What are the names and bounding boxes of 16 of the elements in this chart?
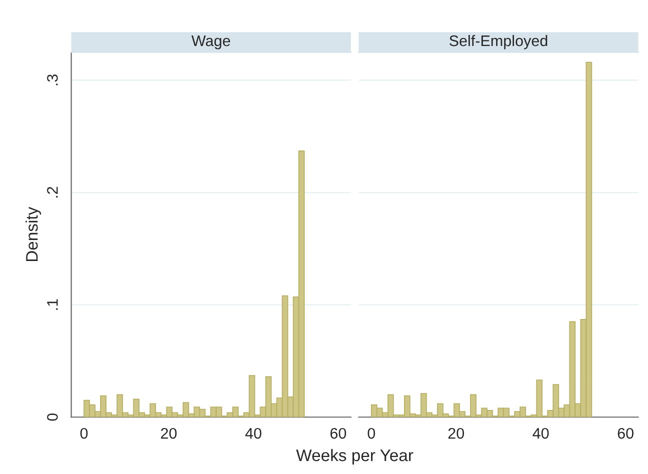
chart-title: Wage <box>191 36 230 50</box>
x-axis-title: Weeks per Year <box>296 448 414 465</box>
chart-title: Self-Employed <box>449 34 548 50</box>
x-tick-label: 0 <box>80 428 88 439</box>
x-tick-label: 60 <box>330 428 346 439</box>
x-tick-label: 40 <box>532 428 549 439</box>
x-tick-label: 0 <box>368 428 376 439</box>
y-axis-title: Density <box>26 206 42 262</box>
y-tick-label: .2 <box>47 186 58 198</box>
x-tick-label: 60 <box>618 428 634 439</box>
y-tick-label: .3 <box>47 74 58 86</box>
x-tick-label: 40 <box>245 428 262 439</box>
x-tick-label: 20 <box>448 428 464 439</box>
x-tick-label: 20 <box>160 428 177 439</box>
y-tick-label: 0 <box>47 413 58 421</box>
y-tick-label: .1 <box>47 299 58 310</box>
